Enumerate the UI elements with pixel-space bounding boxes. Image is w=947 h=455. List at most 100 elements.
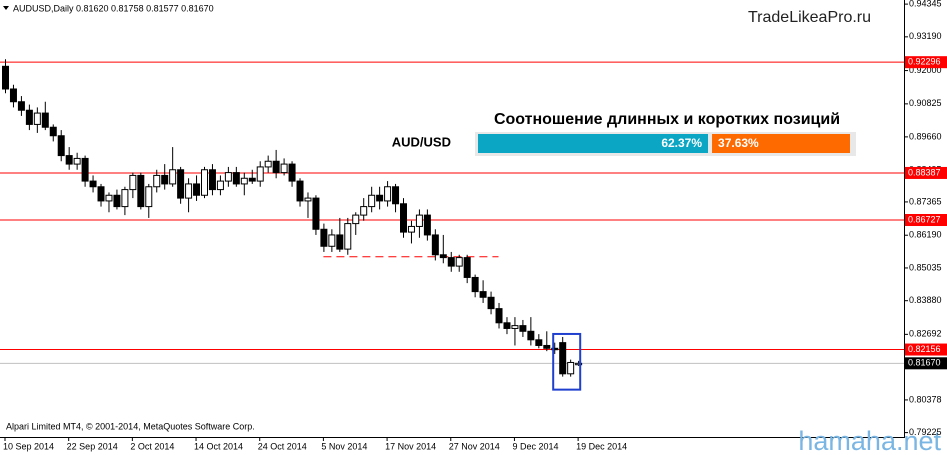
candle-body [336,234,344,250]
candle-body [49,126,57,137]
y-tick-label: 0.92000 [909,65,942,75]
level-label: 0.92296 [908,57,941,67]
candle-body [455,257,463,267]
candle-body [224,172,232,182]
copyright: Alpari Limited MT4, © 2001-2014, MetaQuo… [6,421,255,431]
candle-body [439,254,447,259]
candle-body [320,228,328,247]
candle-body [153,174,161,188]
y-tick-label: 0.83880 [909,295,942,305]
level-label: 0.86727 [908,214,941,224]
x-tick-label: 19 Dec 2014 [576,441,627,451]
y-tick-label: 0.86190 [909,230,942,240]
y-tick-label: 0.93190 [909,31,942,41]
candle-body [89,180,97,188]
candle-body [129,174,137,191]
candle-body [392,186,400,205]
candle-body [185,183,193,199]
y-tick-label: 0.87365 [909,196,942,206]
y-tick-label: 0.94345 [909,0,942,8]
candle-body [519,325,527,332]
candle-body [407,225,415,233]
candle-body [201,169,208,196]
x-tick-label: 5 Nov 2014 [321,441,367,451]
candle-body [543,344,551,349]
ratio-bar [712,134,850,153]
candle-body [81,157,89,182]
chart-title: AUDUSD,Daily 0.81620 0.81758 0.81577 0.8… [13,3,214,13]
level-label-box [905,56,947,69]
candle-body [288,163,296,182]
level-label: 0.88387 [908,167,941,177]
candle-body [232,172,240,185]
candle-body [559,342,567,375]
candle-body [33,112,41,125]
x-tick-label: 9 Dec 2014 [512,441,558,451]
site-watermark: hamaha.net [798,426,941,455]
candle-body [503,322,511,329]
candle-body [304,197,312,202]
candle-body [216,180,224,191]
candle-body [145,186,153,208]
candle-body [137,174,145,208]
y-tick-label: 0.79225 [909,427,942,437]
candle-body [97,186,105,202]
y-tick-label: 0.82692 [909,329,942,339]
candle-body [65,155,73,165]
candle-body [423,214,431,236]
candle-body [400,203,407,233]
current-price-box [905,357,947,370]
candle-body [193,183,201,196]
candle-body [511,325,519,329]
candle-body [487,296,495,310]
candle-body [463,257,471,278]
y-tick-label: 0.90825 [909,98,942,108]
candle-body [41,112,49,128]
candle-body [105,194,113,202]
candle-body [328,234,336,247]
candle-body [113,194,121,208]
candle-body [256,166,264,182]
candle-body [447,257,455,267]
candle-body [73,157,81,165]
x-tick-label: 10 Sep 2014 [3,441,54,451]
level-label: 0.82156 [908,344,941,354]
ratio-bar [478,134,709,153]
highlight-box [552,332,582,391]
x-tick-label: 27 Nov 2014 [449,441,500,451]
candle-body [415,214,423,227]
current-price-label: 0.81670 [908,358,941,368]
candle-body [177,169,185,199]
candle-body [2,65,9,90]
ratio-label: 62.37% [661,136,702,150]
level-label-box [905,166,947,179]
level-label-box [905,214,947,227]
candle-body [551,347,559,351]
overlay-title: Соотношение длинных и коротких позиций [494,111,840,128]
candle-body [384,186,392,202]
level-label-box [905,343,947,356]
candle-body [567,361,575,375]
x-tick-label: 14 Oct 2014 [194,441,243,451]
candle-body [208,169,216,191]
candle-body [121,189,129,208]
menu-arrow [3,6,9,10]
candle-body [312,197,320,230]
candle-body [9,88,17,103]
watermark: TradeLikeaPro.ru [748,9,871,26]
candle-body [575,362,583,366]
candle-body [169,169,177,185]
x-tick-label: 17 Nov 2014 [385,441,436,451]
candle-body [471,276,479,293]
candle-body [495,308,503,324]
candle-body [431,234,439,256]
candle-body [376,194,384,202]
candle-body [17,101,25,111]
candle-body [535,339,543,346]
candle-body [248,177,256,182]
candle-body [296,180,304,202]
candle-body [161,174,169,185]
candle-body [57,135,65,157]
